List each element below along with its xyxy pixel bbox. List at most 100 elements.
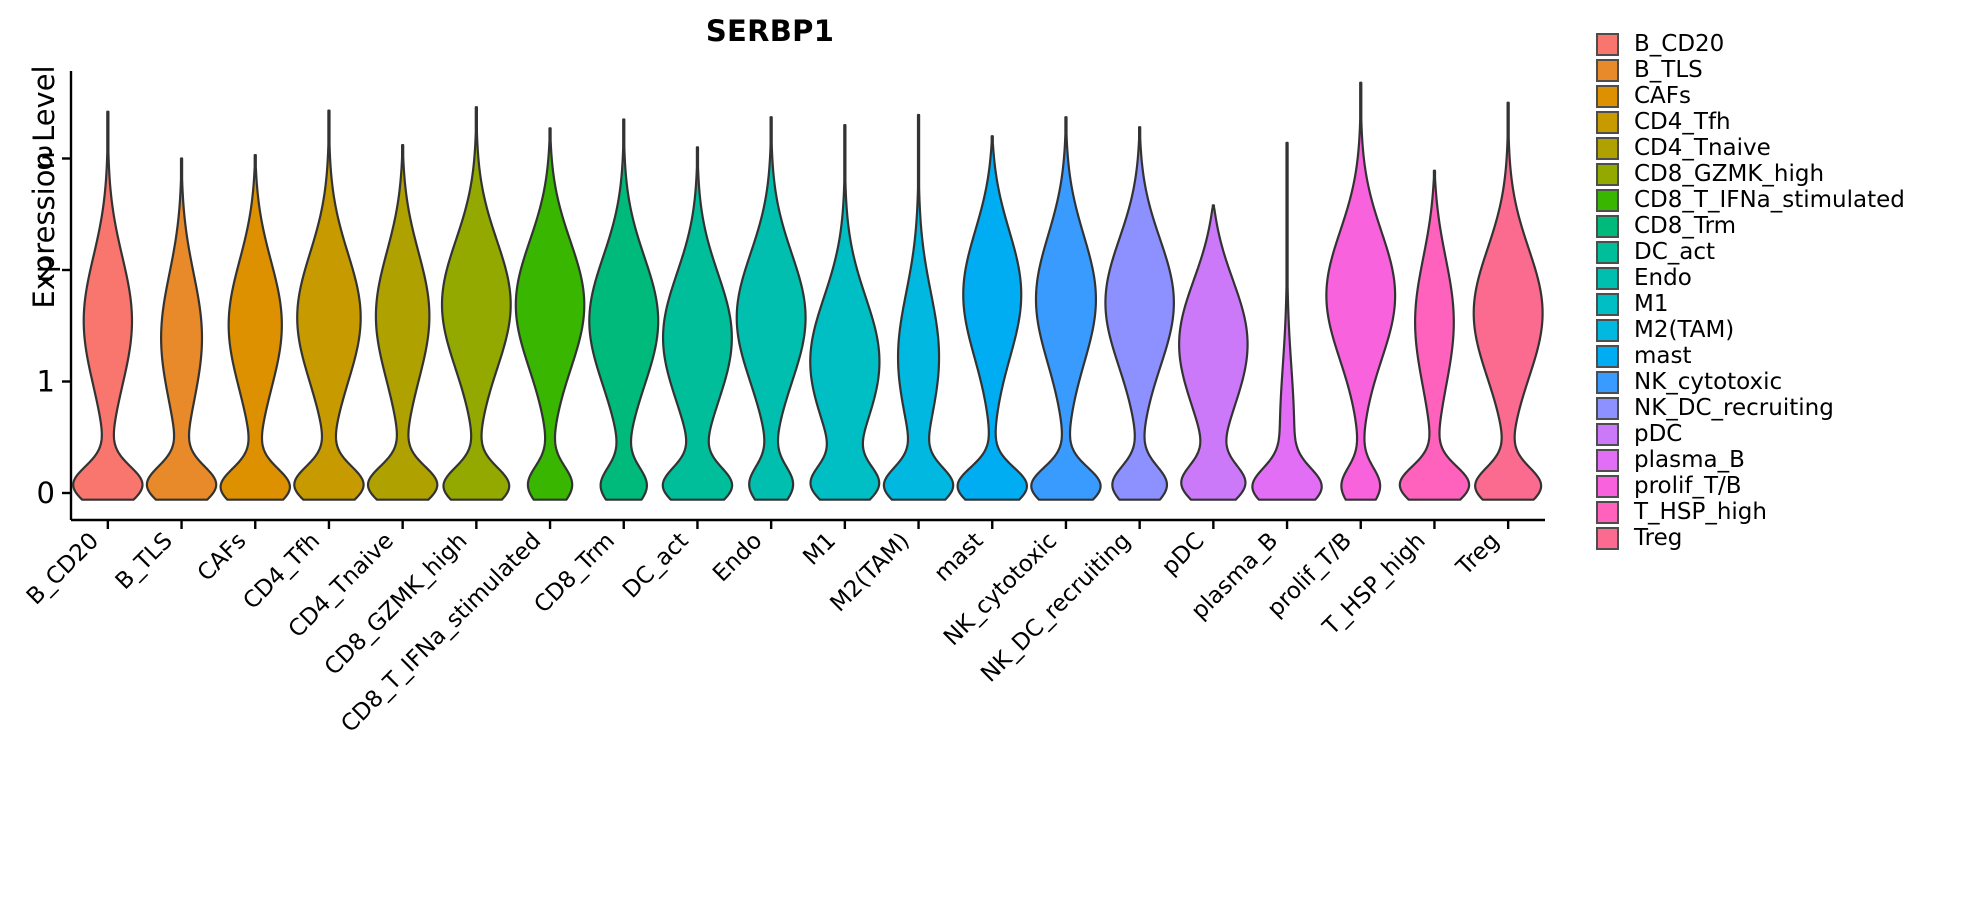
legend-item-prolif_T/B[interactable]: prolif_T/B — [1596, 473, 1965, 499]
legend-color-swatch — [1596, 344, 1619, 368]
violin-CD8_T_IFNa_stimulated — [514, 127, 586, 501]
y-tick-label: 1 — [37, 365, 55, 399]
legend-item-CAFs[interactable]: CAFs — [1596, 83, 1965, 109]
x-tick-label-B_CD20: B_CD20 — [22, 528, 104, 610]
x-tick-label-DC_act: DC_act — [618, 528, 694, 604]
legend-item-label: CAFs — [1634, 82, 1692, 109]
x-tick-label-Endo: Endo — [708, 528, 767, 587]
x-tick-label-M2(TAM): M2(TAM) — [826, 528, 915, 617]
legend-color-swatch — [1596, 318, 1619, 342]
legend-color-swatch — [1596, 448, 1619, 472]
x-tick-label-M1: M1 — [798, 528, 841, 571]
violin-NK_cytotoxic — [1030, 116, 1102, 501]
legend-item-M2(TAM)[interactable]: M2(TAM) — [1596, 317, 1965, 343]
legend-color-swatch — [1596, 84, 1619, 108]
violin-CD8_Trm — [588, 118, 660, 501]
x-tick-label-mast: mast — [929, 528, 988, 587]
x-tick-label-pDC: pDC — [1157, 528, 1210, 581]
violin-CD4_Tnaive — [366, 144, 439, 501]
legend-item-Treg[interactable]: Treg — [1596, 525, 1965, 551]
violin-Endo — [735, 116, 807, 501]
x-tick-label-CAFs: CAFs — [193, 528, 252, 587]
legend-item-label: pDC — [1634, 420, 1683, 447]
x-tick-label-CD8_Trm: CD8_Trm — [529, 528, 620, 619]
violin-pDC — [1178, 204, 1249, 501]
legend-color-swatch — [1596, 32, 1619, 56]
legend-item-label: CD8_GZMK_high — [1634, 160, 1825, 187]
legend-item-Endo[interactable]: Endo — [1596, 265, 1965, 291]
legend: B_CD20 B_TLS CAFs CD4_Tfh CD4_Tnaive CD8_GZMK… — [1596, 31, 1965, 551]
violin-M2(TAM) — [882, 113, 955, 501]
violin-B_TLS — [145, 157, 218, 501]
violins-group — [72, 81, 1544, 501]
legend-item-label: B_CD20 — [1634, 30, 1725, 57]
legend-color-swatch — [1596, 422, 1619, 446]
violin-plasma_B — [1251, 141, 1323, 501]
legend-item-label: NK_DC_recruiting — [1634, 394, 1834, 421]
legend-item-label: T_HSP_high — [1634, 498, 1767, 525]
legend-item-label: prolif_T/B — [1634, 472, 1742, 499]
violin-Treg — [1472, 101, 1544, 501]
legend-color-swatch — [1596, 370, 1619, 394]
legend-item-M1[interactable]: M1 — [1596, 291, 1965, 317]
legend-color-swatch — [1596, 188, 1619, 212]
legend-color-swatch — [1596, 526, 1619, 550]
legend-item-label: CD4_Tfh — [1634, 108, 1731, 135]
legend-item-T_HSP_high[interactable]: T_HSP_high — [1596, 499, 1965, 525]
legend-item-CD4_Tnaive[interactable]: CD4_Tnaive — [1596, 135, 1965, 161]
y-tick-label: 0 — [37, 476, 55, 510]
violin-B_CD20 — [72, 110, 144, 501]
violin-CAFs — [219, 154, 291, 501]
legend-item-plasma_B[interactable]: plasma_B — [1596, 447, 1965, 473]
legend-color-swatch — [1596, 58, 1619, 82]
legend-color-swatch — [1596, 500, 1619, 524]
legend-item-label: CD8_T_IFNa_stimulated — [1634, 186, 1905, 213]
axes-group — [69, 71, 1545, 522]
legend-color-swatch — [1596, 162, 1619, 186]
legend-item-label: Treg — [1634, 524, 1683, 551]
legend-item-label: NK_cytotoxic — [1634, 368, 1783, 395]
legend-item-label: B_TLS — [1634, 56, 1703, 83]
x-tick-label-Treg: Treg — [1451, 528, 1504, 581]
x-axis-ticks: B_CD20 B_TLS CAFsCD4_TfhCD4_TnaiveCD8_GZMK… — [22, 520, 1510, 738]
violin-CD8_GZMK_high — [440, 106, 512, 501]
legend-item-mast[interactable]: mast — [1596, 343, 1965, 369]
legend-color-swatch — [1596, 396, 1619, 420]
legend-color-swatch — [1596, 292, 1619, 316]
violin-T_HSP_high — [1398, 169, 1471, 501]
legend-item-NK_DC_recruiting[interactable]: NK_DC_recruiting — [1596, 395, 1965, 421]
legend-color-swatch — [1596, 136, 1619, 160]
legend-color-swatch — [1596, 266, 1619, 290]
violin-CD4_Tfh — [293, 109, 365, 501]
page-title: SERBP1 — [705, 14, 835, 48]
legend-item-B_TLS[interactable]: B_TLS — [1596, 57, 1965, 83]
y-tick-label: 3 — [37, 142, 55, 176]
legend-color-swatch — [1596, 240, 1619, 264]
y-tick-label: 2 — [37, 253, 55, 287]
legend-item-NK_cytotoxic[interactable]: NK_cytotoxic — [1596, 369, 1965, 395]
y-axis-ticks: 0 1 2 3 — [37, 142, 71, 510]
violin-prolif_T/B — [1325, 81, 1397, 501]
x-tick-label-CD8_GZMK_high: CD8_GZMK_high — [320, 528, 473, 681]
legend-item-B_CD20[interactable]: B_CD20 — [1596, 31, 1965, 57]
legend-item-label: M1 — [1634, 290, 1669, 317]
legend-item-DC_act[interactable]: DC_act — [1596, 239, 1965, 265]
legend-item-label: mast — [1634, 342, 1692, 369]
x-tick-label-B_TLS: B_TLS — [111, 528, 178, 595]
legend-item-label: CD4_Tnaive — [1634, 134, 1771, 161]
violin-DC_act — [661, 146, 734, 501]
legend-item-pDC[interactable]: pDC — [1596, 421, 1965, 447]
legend-item-label: plasma_B — [1634, 446, 1745, 473]
legend-item-CD8_T_IFNa_stimulated[interactable]: CD8_T_IFNa_stimulated — [1596, 187, 1965, 213]
legend-item-CD4_Tfh[interactable]: CD4_Tfh — [1596, 109, 1965, 135]
violin-mast — [956, 135, 1028, 501]
legend-item-CD8_Trm[interactable]: CD8_Trm — [1596, 213, 1965, 239]
legend-item-CD8_GZMK_high[interactable]: CD8_GZMK_high — [1596, 161, 1965, 187]
legend-color-swatch — [1596, 474, 1619, 498]
violin-NK_DC_recruiting — [1104, 126, 1175, 501]
legend-item-label: M2(TAM) — [1634, 316, 1735, 343]
legend-item-label: Endo — [1634, 264, 1692, 291]
legend-item-label: DC_act — [1634, 238, 1716, 265]
